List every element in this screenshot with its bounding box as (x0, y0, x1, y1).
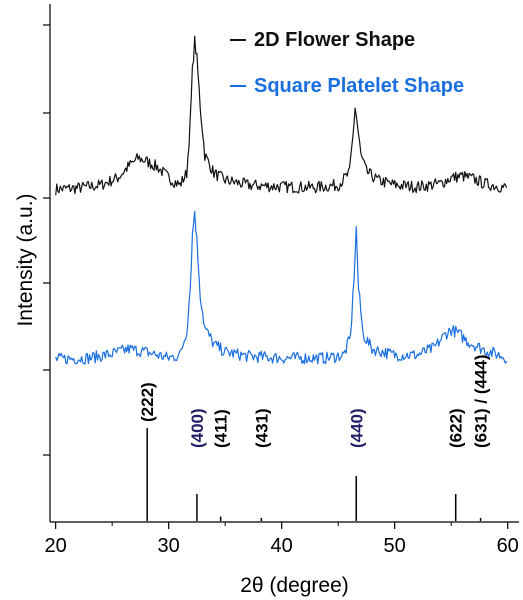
legend-label-2: Square Platelet Shape (254, 75, 464, 97)
reference-pattern: (222) (400) (411) (431) (440) (622) (631) / (4… (138, 354, 491, 521)
ref-label-1: (400) (188, 408, 207, 448)
ref-label-4: (440) (347, 408, 366, 448)
ref-label-3: (431) (252, 408, 271, 448)
legend-label-1: 2D Flower Shape (254, 29, 415, 51)
y-axis-label: Intensity (a.u.) (14, 193, 37, 326)
x-tick-label-60: 60 (497, 535, 519, 557)
x-tick-label-30: 30 (158, 535, 180, 557)
axes: 20 30 40 50 60 (43, 4, 519, 557)
series-line-1 (55, 35, 508, 196)
x-tick-label-40: 40 (271, 535, 293, 557)
ref-label-6: (631) / (444) (472, 354, 491, 448)
series-group (55, 35, 508, 365)
ref-label-0: (222) (138, 382, 157, 422)
ref-label-5: (622) (447, 408, 466, 448)
x-tick-label-50: 50 (384, 535, 406, 557)
legend: 2D Flower Shape Square Platelet Shape (230, 29, 464, 97)
x-tick-label-20: 20 (45, 535, 67, 557)
x-axis-label: 2θ (degree) (240, 574, 349, 597)
ref-label-2: (411) (212, 409, 231, 448)
series-line-2 (55, 210, 508, 365)
